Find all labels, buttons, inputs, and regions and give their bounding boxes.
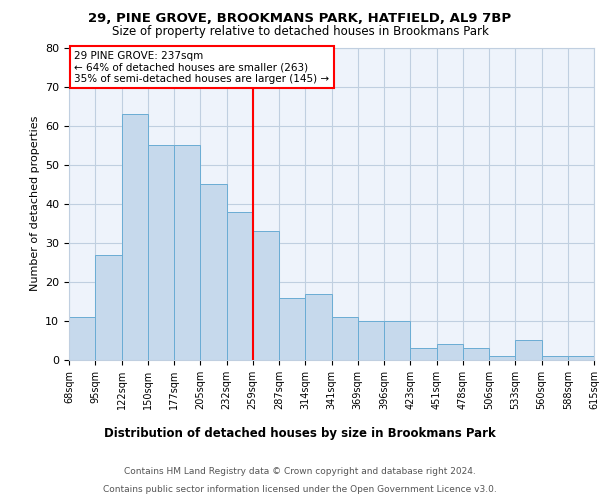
Bar bbox=[200, 184, 227, 360]
Bar bbox=[227, 212, 253, 360]
Bar bbox=[384, 321, 410, 360]
Bar bbox=[358, 321, 384, 360]
Bar bbox=[463, 348, 489, 360]
Y-axis label: Number of detached properties: Number of detached properties bbox=[29, 116, 40, 292]
Bar bbox=[542, 356, 568, 360]
Bar bbox=[305, 294, 331, 360]
Bar bbox=[95, 254, 121, 360]
Bar bbox=[253, 231, 279, 360]
Bar bbox=[148, 145, 174, 360]
Bar bbox=[174, 145, 200, 360]
Text: 29 PINE GROVE: 237sqm
← 64% of detached houses are smaller (263)
35% of semi-det: 29 PINE GROVE: 237sqm ← 64% of detached … bbox=[74, 50, 329, 84]
Text: Size of property relative to detached houses in Brookmans Park: Size of property relative to detached ho… bbox=[112, 25, 488, 38]
Bar bbox=[410, 348, 437, 360]
Bar bbox=[331, 317, 358, 360]
Text: Contains public sector information licensed under the Open Government Licence v3: Contains public sector information licen… bbox=[103, 485, 497, 494]
Bar bbox=[568, 356, 594, 360]
Bar bbox=[515, 340, 542, 360]
Text: Contains HM Land Registry data © Crown copyright and database right 2024.: Contains HM Land Registry data © Crown c… bbox=[124, 468, 476, 476]
Bar bbox=[121, 114, 148, 360]
Bar bbox=[279, 298, 305, 360]
Bar bbox=[69, 317, 95, 360]
Text: 29, PINE GROVE, BROOKMANS PARK, HATFIELD, AL9 7BP: 29, PINE GROVE, BROOKMANS PARK, HATFIELD… bbox=[88, 12, 512, 26]
Text: Distribution of detached houses by size in Brookmans Park: Distribution of detached houses by size … bbox=[104, 428, 496, 440]
Bar bbox=[489, 356, 515, 360]
Bar bbox=[437, 344, 463, 360]
